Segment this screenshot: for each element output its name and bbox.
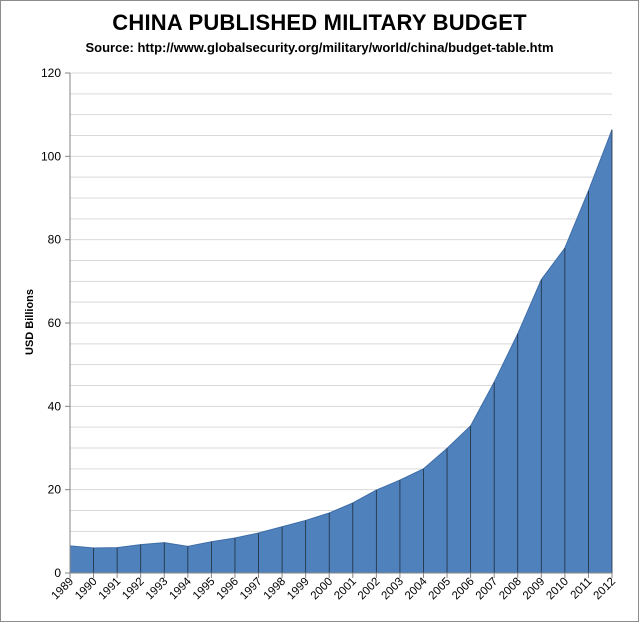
x-tick-label: 2003 [379, 576, 406, 603]
y-tick-label: 120 [41, 66, 61, 80]
x-tick-label: 1997 [238, 576, 265, 603]
y-axis-label: USD Billions [24, 289, 36, 355]
x-tick-label: 1994 [167, 575, 194, 602]
y-tick-label: 100 [41, 149, 61, 163]
x-tick-label: 2012 [592, 576, 619, 603]
y-tick-label: 80 [48, 233, 62, 247]
x-tick-label: 2007 [474, 576, 501, 603]
x-tick-label: 2001 [332, 576, 359, 603]
x-tick-label: 2009 [521, 576, 548, 603]
x-tick-label: 2006 [450, 576, 477, 603]
chart-title: CHINA PUBLISHED MILITARY BUDGET [112, 10, 527, 35]
y-tick-label: 0 [54, 566, 61, 580]
x-tick-label: 1991 [97, 576, 124, 603]
x-tick-label: 2000 [309, 576, 336, 603]
x-tick-label: 2008 [497, 576, 524, 603]
area-outline [69, 129, 613, 549]
x-tick-label: 1995 [191, 576, 218, 603]
y-tick-label: 40 [48, 399, 62, 413]
x-tick-label: 1999 [285, 576, 312, 603]
x-tick-label: 1996 [214, 576, 241, 603]
x-axis-ticks: 1989199019911992199319941995199619971998… [50, 573, 619, 603]
chart-subtitle: Source: http://www.globalsecurity.org/mi… [85, 40, 554, 55]
x-tick-label: 1990 [73, 576, 100, 603]
x-tick-label: 1998 [262, 576, 289, 603]
x-tick-label: 2010 [544, 576, 571, 603]
x-tick-label: 2004 [403, 575, 430, 602]
x-tick-label: 2002 [356, 576, 383, 603]
x-tick-label: 1993 [144, 576, 171, 603]
y-axis-ticks: 0 20 40 60 80 100 120 [41, 66, 70, 580]
x-tick-label: 2005 [427, 576, 454, 603]
y-tick-label: 20 [48, 483, 62, 497]
area-series [69, 129, 613, 573]
x-tick-label: 1992 [120, 576, 147, 603]
x-tick-label: 2011 [569, 576, 595, 602]
area-fill [70, 129, 612, 573]
y-tick-label: 60 [48, 316, 62, 330]
